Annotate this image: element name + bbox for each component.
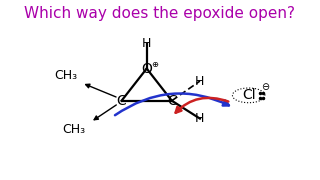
Text: Cl: Cl <box>242 88 255 102</box>
Text: H: H <box>195 75 204 87</box>
Text: C: C <box>167 94 177 108</box>
Text: CH₃: CH₃ <box>63 123 86 136</box>
Text: CH₃: CH₃ <box>54 69 77 82</box>
Text: H: H <box>142 37 151 50</box>
Text: ⊕: ⊕ <box>151 60 158 69</box>
Text: O: O <box>141 62 152 76</box>
Text: Which way does the epoxide open?: Which way does the epoxide open? <box>25 6 295 21</box>
Text: H: H <box>195 112 204 125</box>
Text: ⊖: ⊖ <box>261 82 269 92</box>
Text: C: C <box>117 94 126 108</box>
